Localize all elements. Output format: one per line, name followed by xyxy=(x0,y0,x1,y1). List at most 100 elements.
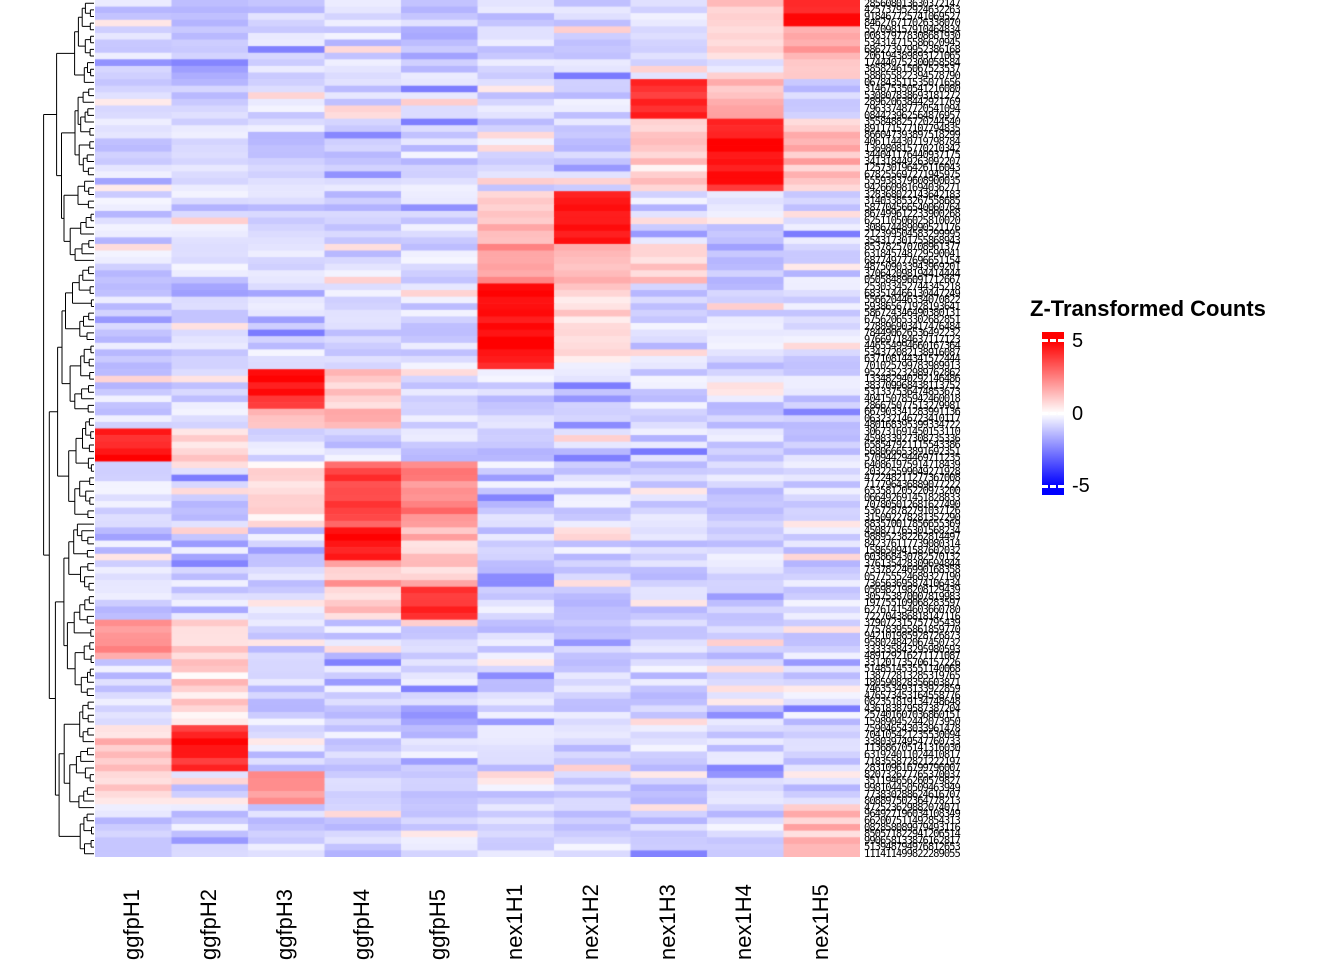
row-label: 385824615067523537 xyxy=(864,63,961,76)
row-label: 133482940292146486 xyxy=(864,373,961,386)
row-label: 570944294469711235 xyxy=(864,452,961,465)
row-label: 057755524689327190 xyxy=(864,571,961,584)
row-label: 331201735706157226 xyxy=(864,656,961,669)
row-label: 513948794976812653 xyxy=(864,841,961,854)
row-label: 351194656260579827 xyxy=(864,775,961,788)
row-label: 328368022143642183 xyxy=(864,188,961,201)
row-label: 306731691450153110 xyxy=(864,426,961,438)
row-label: 866047393897518299 xyxy=(864,129,961,142)
row-label: 308674489090521176 xyxy=(864,221,961,234)
column-label: ggfpH1 xyxy=(119,889,145,960)
row-label: 285608013630372147 xyxy=(864,0,961,10)
row-label: 627614154603660780 xyxy=(864,603,961,616)
row-label: 942101985928726873 xyxy=(864,630,961,643)
row-label: 586724346490380131 xyxy=(864,307,961,320)
row-label: 658547921115543386 xyxy=(864,439,961,452)
row-label: 406114430719798784 xyxy=(864,135,961,148)
row-label: 136980815770210342 xyxy=(864,142,961,155)
row-label: 082351819134748648 xyxy=(864,696,961,709)
row-label: 203225599049271928 xyxy=(864,465,961,478)
row-label: 278896903417476484 xyxy=(864,320,961,333)
row-label: 964927196034108349 xyxy=(864,808,961,821)
row-label: 853782570708961377 xyxy=(864,241,961,254)
column-label: ggfpH4 xyxy=(348,889,374,960)
row-label: 125730196426116043 xyxy=(864,162,961,175)
row-labels: 285608013630372147 425737952924632263 9184… xyxy=(861,0,1019,857)
row-label: 593865671928193641 xyxy=(864,300,961,313)
row-label: 063232146723410117 xyxy=(864,412,961,425)
row-label: 333335843295980593 xyxy=(864,643,961,656)
row-label: 450871765301568234 xyxy=(864,524,961,537)
row-label: 891171577107794835 xyxy=(864,122,961,135)
row-label: 842376117739080314 xyxy=(864,538,961,551)
row-label: 796337487720541094 xyxy=(864,102,961,115)
row-label: 489129216271171087 xyxy=(864,650,961,663)
row-label: 952235232989762862 xyxy=(864,366,961,379)
row-label: 314675350541216080 xyxy=(864,83,961,96)
row-label: 746353493133922859 xyxy=(864,683,961,696)
row-label: 736563695874106434 xyxy=(864,577,961,590)
row-label: 678255697271945975 xyxy=(864,168,961,181)
column-label: ggfpH5 xyxy=(425,889,451,960)
legend-tick-zero: 0 xyxy=(1072,402,1084,425)
row-label: 534314715586620945 xyxy=(864,37,961,50)
row-label: 707805012681627490 xyxy=(864,498,961,511)
row-label: 850571822941206514 xyxy=(864,828,961,841)
row-label: 283109616799796007 xyxy=(864,762,961,775)
row-label: 472523629882074071 xyxy=(864,801,961,814)
row-label: 436183879587387204 xyxy=(864,702,961,715)
row-label: 159890452442073950 xyxy=(864,716,961,729)
row-label: 531337536474853673 xyxy=(864,386,961,399)
row-label: 056982198208129439 xyxy=(864,584,961,597)
row-label: 286675077513279981 xyxy=(864,399,961,412)
row-label: 476573453164558776 xyxy=(864,689,961,702)
row-label: 990658133876162817 xyxy=(864,834,961,847)
row-label: 958024842067450732 xyxy=(864,636,961,649)
row-label: 701025799783989913 xyxy=(864,360,961,373)
row-label: 976697184637117123 xyxy=(864,333,961,346)
row-label: 084423962564876957 xyxy=(864,109,961,122)
dendrogram-lines xyxy=(43,2,94,855)
row-label: 472248211277367008 xyxy=(864,472,961,485)
row-label: 425737952924632263 xyxy=(864,4,961,17)
row-label: 138772813285319765 xyxy=(864,669,961,682)
legend-tick-min: -5 xyxy=(1072,475,1090,498)
row-label: 918467725741069527 xyxy=(864,10,961,23)
row-label: 683514466130447249 xyxy=(864,287,961,300)
row-label: 344041176440937175 xyxy=(864,149,961,162)
row-label: 174440752300058584 xyxy=(864,56,961,69)
row-label: 675620653302682851 xyxy=(864,313,961,326)
column-label: nex1H5 xyxy=(807,884,833,960)
row-label: 197755109068283597 xyxy=(864,597,961,610)
legend-colorbar xyxy=(1042,332,1064,495)
legend: Z-Transformed Counts 5 0 -5 xyxy=(1030,296,1340,497)
row-label: 587704566540060764 xyxy=(864,201,961,214)
row-label: 759046543033961478 xyxy=(864,722,961,735)
row-label: 341318449263092207 xyxy=(864,155,961,168)
row-label: 338039749547760733 xyxy=(864,735,961,748)
row-label: 113686705141316030 xyxy=(864,742,961,755)
row-label: 667903341283991136 xyxy=(864,406,961,419)
row-label: 662007511492854313 xyxy=(864,814,961,827)
row-label: 158650941587602032 xyxy=(864,544,961,557)
legend-tick-mark xyxy=(1042,484,1064,488)
row-label: 376135428309694844 xyxy=(864,557,961,570)
row-label: 631924011024410817 xyxy=(864,749,961,762)
column-label: nex1H3 xyxy=(654,884,680,960)
row-label: 067843511535071656 xyxy=(864,76,961,89)
column-labels: ggfpH1 ggfpH2 ggfpH3 ggfpH4 ggfpH5 nex1H1 nex1… xyxy=(95,860,860,960)
row-label: 773830288624616707 xyxy=(864,788,961,801)
row-label: 603868430782570132 xyxy=(864,551,961,564)
row-label: 008379778308681930 xyxy=(864,30,961,43)
row-label: 568066653891692351 xyxy=(864,445,961,458)
row-label: 370642098194414444 xyxy=(864,267,961,280)
column-label: ggfpH3 xyxy=(272,889,298,960)
row-label: 637108144341572444 xyxy=(864,353,961,366)
column-label: nex1H2 xyxy=(578,884,604,960)
row-label: 206194389893121065 xyxy=(864,50,961,63)
row-label: 717796436889077222 xyxy=(864,478,961,491)
row-label: 257401607036860151 xyxy=(864,709,961,722)
row-label: 867499612233900268 xyxy=(864,208,961,221)
row-label: 722704386818147116 xyxy=(864,610,961,623)
row-label: 305753870007819983 xyxy=(864,590,961,603)
